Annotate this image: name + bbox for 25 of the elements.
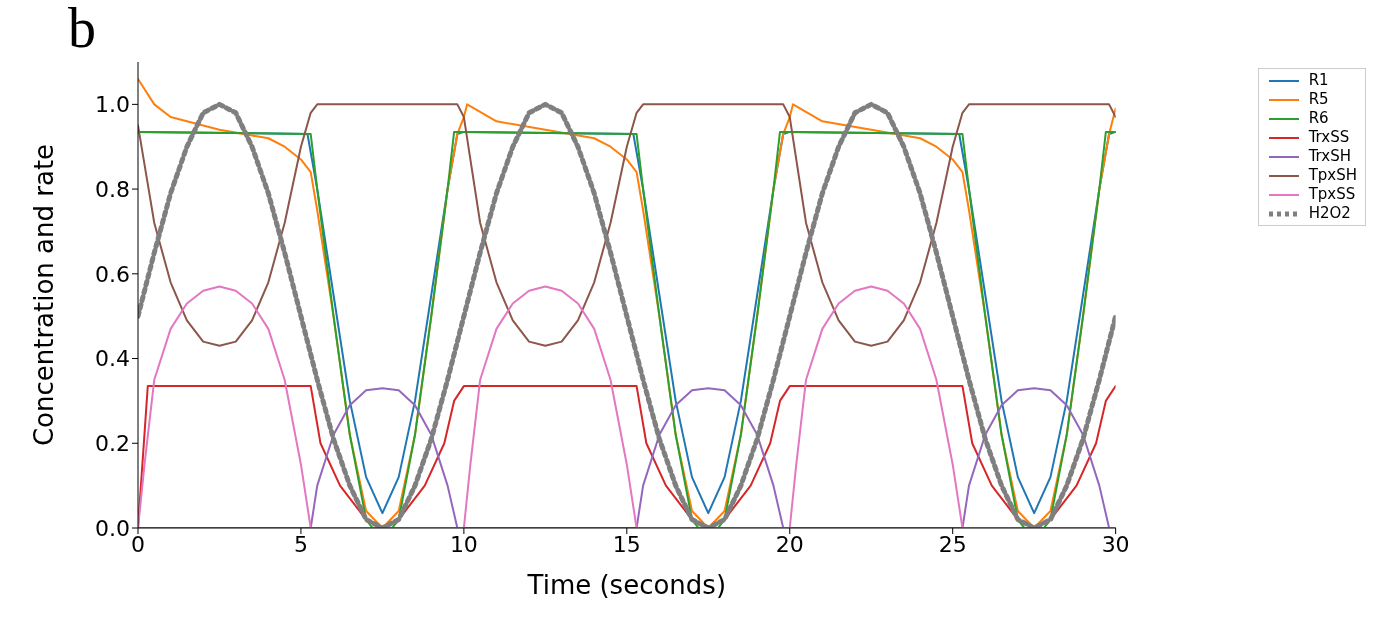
y-tick-label: 0.4 <box>95 346 130 372</box>
x-tick-label: 5 <box>293 531 308 557</box>
legend-label: TrxSH <box>1308 147 1352 166</box>
text: b <box>68 0 96 60</box>
x-axis-title: Time (seconds) <box>526 570 727 600</box>
y-tick-label: 0.8 <box>95 176 130 202</box>
line-series <box>138 103 1116 347</box>
x-tick-label: 0 <box>131 531 145 557</box>
y-axis-title: Concentration and rate <box>29 143 60 447</box>
legend-label: R1 <box>1308 71 1329 90</box>
x-tick-label: 10 <box>449 531 478 557</box>
legend-label: R5 <box>1308 90 1329 109</box>
x-tick-label: 15 <box>612 531 641 557</box>
x-tick-label: 25 <box>938 531 967 557</box>
y-tick-label: 0.2 <box>95 431 130 457</box>
x-tick-label: 30 <box>1101 531 1130 557</box>
y-tick-label: 0.0 <box>95 515 130 541</box>
legend-label: TrxSS <box>1308 128 1350 147</box>
legend-label: H2O2 <box>1308 204 1351 223</box>
y-tick-label: 0.6 <box>95 261 130 287</box>
y-tick-label: 1.0 <box>95 92 130 118</box>
legend-label: TpxSS <box>1308 185 1356 204</box>
x-tick-label: 20 <box>775 531 804 557</box>
legend-label: TpxSH <box>1308 166 1357 185</box>
legend-label: R6 <box>1308 109 1329 128</box>
